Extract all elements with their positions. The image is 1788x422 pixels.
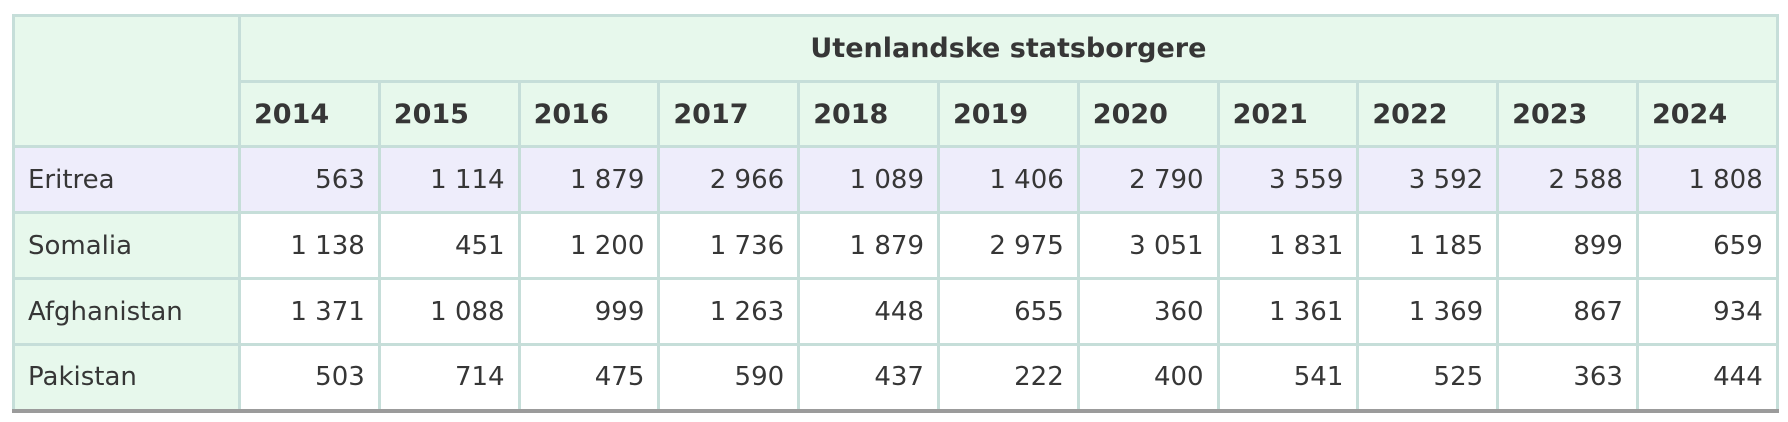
header-years-row: 2014 2015 2016 2017 2018 2019 2020 2021 … (14, 80, 1779, 148)
data-cell: 714 (377, 343, 521, 413)
data-cell: 1 831 (1216, 211, 1360, 280)
year-header: 2023 (1496, 80, 1639, 148)
data-cell: 1 185 (1356, 211, 1500, 280)
data-cell: 563 (238, 145, 381, 214)
statistics-table-container: Utenlandske statsborgere 2014 2015 2016 … (12, 14, 1779, 413)
data-cell: 1 088 (377, 277, 521, 346)
data-cell: 448 (797, 277, 940, 346)
data-cell: 541 (1216, 343, 1360, 413)
year-header: 2015 (377, 80, 521, 148)
corner-cell (12, 14, 241, 148)
data-cell: 1 138 (238, 211, 381, 280)
data-cell: 1 879 (797, 211, 940, 280)
data-cell: 444 (1635, 343, 1779, 413)
year-header: 2014 (238, 80, 381, 148)
data-cell: 525 (1356, 343, 1500, 413)
data-cell: 1 808 (1635, 145, 1779, 214)
row-label: Afghanistan (12, 277, 241, 346)
row-label: Eritrea (12, 145, 241, 214)
data-cell: 437 (797, 343, 940, 413)
table-row-pakistan[interactable]: Pakistan 503 714 475 590 437 222 400 541… (12, 343, 1779, 413)
data-cell: 2 966 (657, 145, 801, 214)
year-header: 2022 (1356, 80, 1500, 148)
year-header: 2019 (936, 80, 1080, 148)
data-cell: 1 736 (657, 211, 801, 280)
data-cell: 867 (1496, 277, 1639, 346)
data-cell: 899 (1496, 211, 1639, 280)
year-header: 2020 (1076, 80, 1220, 148)
data-cell: 1 089 (797, 145, 940, 214)
data-cell: 1 200 (517, 211, 661, 280)
data-cell: 1 361 (1216, 277, 1360, 346)
statistics-table: Utenlandske statsborgere 2014 2015 2016 … (12, 14, 1779, 413)
data-cell: 2 588 (1496, 145, 1639, 214)
year-header: 2024 (1635, 80, 1779, 148)
year-header: 2017 (657, 80, 801, 148)
data-cell: 1 371 (238, 277, 381, 346)
table-title: Utenlandske statsborgere (238, 14, 1779, 83)
data-cell: 2 975 (936, 211, 1080, 280)
data-cell: 2 790 (1076, 145, 1220, 214)
data-cell: 659 (1635, 211, 1779, 280)
data-cell: 1 879 (517, 145, 661, 214)
data-cell: 1 114 (377, 145, 521, 214)
data-cell: 3 592 (1356, 145, 1500, 214)
row-label: Pakistan (12, 343, 241, 413)
data-cell: 999 (517, 277, 661, 346)
table-row-somalia[interactable]: Somalia 1 138 451 1 200 1 736 1 879 2 97… (12, 211, 1779, 280)
data-cell: 3 559 (1216, 145, 1360, 214)
table-row-afghanistan[interactable]: Afghanistan 1 371 1 088 999 1 263 448 65… (12, 277, 1779, 346)
data-cell: 400 (1076, 343, 1220, 413)
data-cell: 503 (238, 343, 381, 413)
data-cell: 360 (1076, 277, 1220, 346)
data-cell: 1 406 (936, 145, 1080, 214)
year-header: 2016 (517, 80, 661, 148)
data-cell: 451 (377, 211, 521, 280)
data-cell: 1 369 (1356, 277, 1500, 346)
header-title-row: Utenlandske statsborgere (12, 14, 1779, 148)
data-cell: 222 (936, 343, 1080, 413)
year-header: 2018 (797, 80, 940, 148)
year-header: 2021 (1216, 80, 1360, 148)
data-cell: 1 263 (657, 277, 801, 346)
row-label: Somalia (12, 211, 241, 280)
table-row-eritrea[interactable]: Eritrea 563 1 114 1 879 2 966 1 089 1 40… (12, 145, 1779, 214)
data-cell: 590 (657, 343, 801, 413)
data-cell: 655 (936, 277, 1080, 346)
data-cell: 363 (1496, 343, 1639, 413)
data-cell: 475 (517, 343, 661, 413)
data-cell: 3 051 (1076, 211, 1220, 280)
data-cell: 934 (1635, 277, 1779, 346)
